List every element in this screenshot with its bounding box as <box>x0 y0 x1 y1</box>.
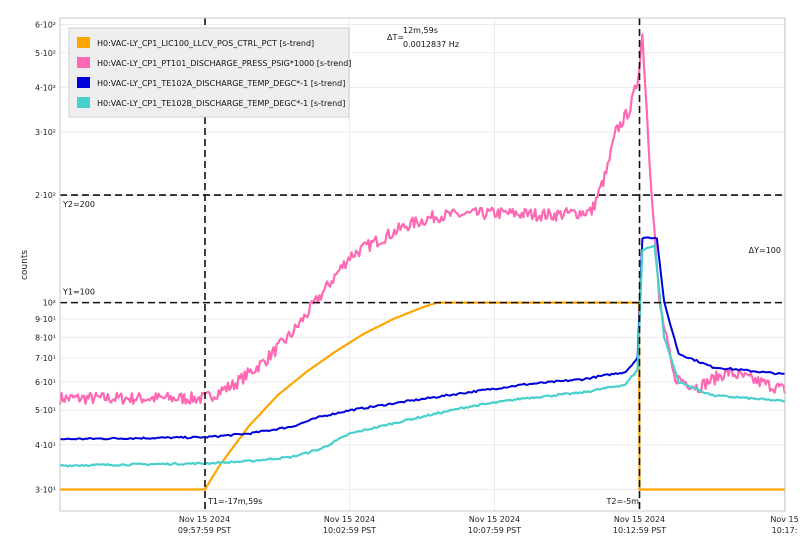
x-tick-label: 09:57:59 PST <box>178 526 231 535</box>
series-line-4 <box>59 244 786 468</box>
cursor-y1-label: Y1=100 <box>62 288 95 297</box>
delta-t-value: 12m,59s <box>403 26 438 35</box>
y-axis: 3·10¹ 4·10¹ 5·10¹ 6·10¹ 7·10¹ 8·10¹ 9·10¹ 10² 2·… <box>35 21 56 495</box>
series-lines <box>58 33 787 491</box>
x-axis: Nov 15 2024 09:57:59 PST Nov 15 2024 10:02:… <box>178 515 799 535</box>
plot-frame <box>59 17 786 512</box>
legend-box <box>68 27 350 118</box>
y-tick-label: 5·10² <box>35 49 56 58</box>
delta-t-frequency: 0.0012837 Hz <box>403 40 459 49</box>
series-line-3 <box>59 236 785 441</box>
y-axis-label: counts <box>20 250 30 280</box>
cursor-t2-label: T2=-5m <box>606 497 640 506</box>
legend-swatch <box>77 77 90 88</box>
x-tick-label: Nov 15 2024 <box>469 515 520 524</box>
legend-label: H0:VAC-LY_CP1_LIC100_LLCV_POS_CTRL_PCT [… <box>97 39 314 48</box>
y-tick-label: 10² <box>43 299 56 308</box>
x-tick-label: 10:02:59 PST <box>323 526 376 535</box>
y-tick-label: 6·10² <box>35 21 56 30</box>
series-line-2 <box>58 33 787 405</box>
y-tick-label: 6·10¹ <box>35 378 56 387</box>
y-tick-label: 7·10¹ <box>35 354 56 363</box>
legend-swatch <box>77 37 90 48</box>
legend-label: H0:VAC-LY_CP1_TE102A_DISCHARGE_TEMP_DEGC… <box>97 79 345 88</box>
x-tick-label: Nov 15 2024 <box>179 515 230 524</box>
x-tick-label: Nov 15 2024 <box>324 515 375 524</box>
legend-swatch <box>77 57 90 68</box>
x-tick-label: Nov 15 2024 <box>614 515 665 524</box>
y-tick-label: 3·10² <box>35 128 56 137</box>
y-tick-label: 2·10² <box>35 191 56 200</box>
series-line-1 <box>60 301 785 491</box>
delta-y-label: ΔY=100 <box>749 246 781 255</box>
legend-swatch <box>77 97 90 108</box>
y-tick-label: 9·10¹ <box>35 315 56 324</box>
legend-label: H0:VAC-LY_CP1_PT101_DISCHARGE_PRESS_PSIG… <box>97 59 351 68</box>
cursor-t1-label: T1=-17m,59s <box>207 497 262 506</box>
gridlines <box>60 18 786 511</box>
y-tick-label: 4·10² <box>35 83 56 92</box>
y-tick-label: 5·10¹ <box>35 406 56 415</box>
legend-label: H0:VAC-LY_CP1_TE102B_DISCHARGE_TEMP_DEGC… <box>97 99 345 108</box>
y-tick-label: 3·10¹ <box>35 486 56 495</box>
legend: H0:VAC-LY_CP1_LIC100_LLCV_POS_CTRL_PCT [… <box>68 27 351 118</box>
y-tick-label: 8·10¹ <box>35 333 56 342</box>
x-tick-label: 10:07:59 PST <box>468 526 521 535</box>
x-tick-label: 10:17: <box>772 526 798 535</box>
x-tick-label: 10:12:59 PST <box>613 526 666 535</box>
delta-t-prefix: ΔT= <box>387 33 404 42</box>
cursor-y2-label: Y2=200 <box>62 200 95 209</box>
x-tick-label: Nov 15 <box>770 515 798 524</box>
y-tick-label: 4·10¹ <box>35 441 56 450</box>
